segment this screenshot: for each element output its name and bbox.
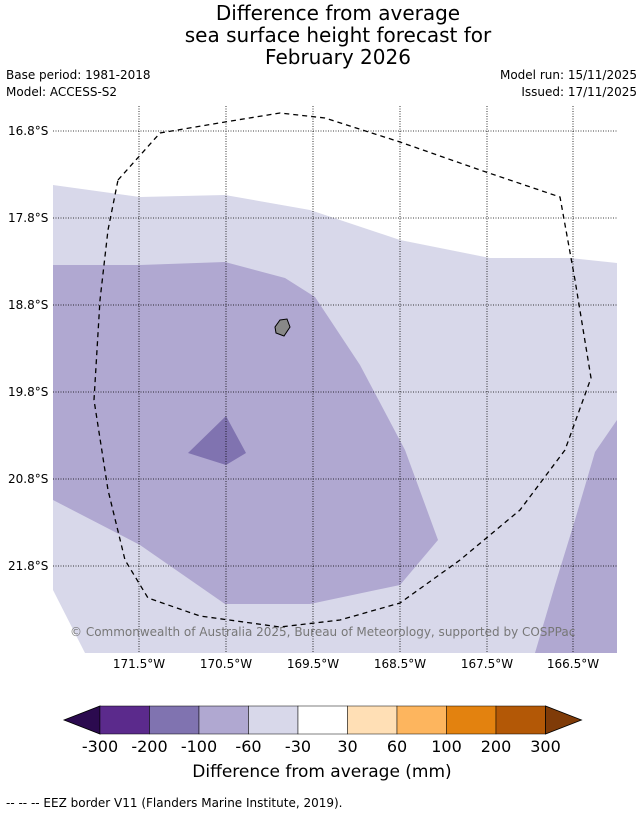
- title-line-1: Difference from average: [215, 1, 461, 25]
- lon-label-168-5: 168.5°W: [373, 657, 427, 671]
- lat-label-18-8: 18.8°S: [8, 298, 49, 312]
- colorbar-segment-6: [347, 705, 398, 735]
- contour-band-minus60-minus100-se: [535, 420, 617, 653]
- lon-label-167-5: 167.5°W: [460, 657, 514, 671]
- colorbar-tick-5: -30: [284, 737, 312, 756]
- colorbar-title: Difference from average (mm): [192, 762, 452, 782]
- colorbar-tick-3: -100: [180, 737, 218, 756]
- model-name: Model: ACCESS-S2: [6, 85, 118, 99]
- lat-label-16-8: 16.8°S: [8, 124, 49, 138]
- issued-date: Issued: 17/11/2025: [521, 85, 637, 99]
- colorbar-extend-low: [62, 705, 101, 735]
- eez-footnote: -- -- -- EEZ border V11 (Flanders Marine…: [6, 796, 343, 810]
- colorbar-segment-2: [149, 705, 200, 735]
- model-run: Model run: 15/11/2025: [499, 68, 637, 82]
- chart-title: Difference from average sea surface heig…: [0, 2, 644, 68]
- lon-label-171-5: 171.5°W: [112, 657, 166, 671]
- lat-label-19-8: 19.8°S: [8, 385, 49, 399]
- colorbar-segment-8: [446, 705, 497, 735]
- colorbar-segment-1: [99, 705, 150, 735]
- contour-band-minus60-minus100: [53, 262, 438, 604]
- colorbar-segment-7: [396, 705, 447, 735]
- lat-label-20-8: 20.8°S: [8, 472, 49, 486]
- colorbar-segment-5: [297, 705, 348, 735]
- colorbar-extend-high: [545, 705, 583, 735]
- lon-label-169-5: 169.5°W: [286, 657, 340, 671]
- colorbar-segment-4: [248, 705, 299, 735]
- niue-island: [274, 318, 291, 337]
- contour-band-minus100-minus200: [188, 416, 246, 465]
- colorbar-segment-9: [495, 705, 546, 735]
- colorbar-tick-7: 60: [386, 737, 408, 756]
- colorbar-tick-10: 300: [530, 737, 561, 756]
- colorbar-tick-1: -300: [81, 737, 119, 756]
- colorbar-tick-4: -60: [235, 737, 262, 756]
- colorbar-tick-2: -200: [131, 737, 168, 756]
- gridlines: [53, 106, 617, 653]
- base-period: Base period: 1981-2018: [6, 68, 151, 82]
- colorbar-tick-9: 200: [480, 737, 512, 756]
- title-line-3: February 2026: [265, 45, 411, 69]
- map-plot: [53, 106, 617, 653]
- title-line-2: sea surface height forecast for: [184, 23, 492, 47]
- lon-label-166-5: 166.5°W: [546, 657, 600, 671]
- lat-label-21-8: 21.8°S: [8, 559, 49, 573]
- colorbar-segment-3: [198, 705, 249, 735]
- colorbar-tick-6: 30: [337, 737, 358, 756]
- lat-label-17-8: 17.8°S: [8, 211, 49, 225]
- lon-label-170-5: 170.5°W: [199, 657, 253, 671]
- meta-left: Base period: 1981-2018 Model: ACCESS-S2: [6, 67, 151, 101]
- copyright-notice: © Commonwealth of Australia 2025, Bureau…: [70, 625, 576, 639]
- meta-right: Model run: 15/11/2025 Issued: 17/11/2025: [500, 67, 637, 101]
- colorbar-tick-8: 100: [431, 737, 462, 756]
